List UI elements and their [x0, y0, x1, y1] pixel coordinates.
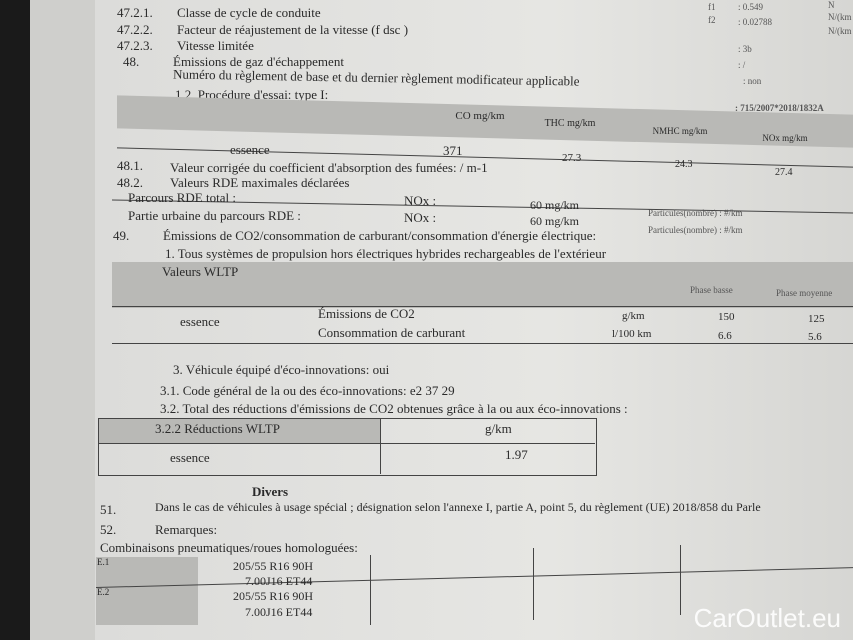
rule — [98, 443, 595, 444]
item-num: 48.1. — [117, 158, 143, 173]
item-label: Remarques: — [155, 522, 218, 537]
reduction-fuel: essence — [170, 450, 210, 465]
item-label: Émissions de gaz d'échappement — [173, 54, 344, 69]
header-nox: NOx mg/km — [762, 133, 808, 143]
header-thc: THC mg/km — [544, 118, 596, 129]
item-label: Dans le cas de véhicules à usage spécial… — [155, 500, 761, 514]
item-num: 51. — [100, 502, 117, 517]
rde-particles: Particules(nombre) : #/km — [648, 225, 743, 235]
wltp-row-label: Consommation de carburant — [318, 325, 466, 340]
rde-label: Parcours RDE total : — [128, 190, 236, 205]
item-num: 47.2.3. — [117, 38, 153, 53]
item-num: 47.2.1. — [117, 5, 153, 20]
regulation: : 715/2007*2018/1832A — [735, 103, 824, 113]
reduction-value: 1.97 — [505, 447, 528, 462]
reduction-unit: g/km — [485, 421, 512, 436]
value-non: : non — [743, 76, 762, 86]
wltp-row-label: Émissions de CO2 — [318, 306, 415, 321]
rule — [380, 418, 381, 474]
f1-label: f1 — [708, 2, 716, 12]
tyre-size: 205/55 R16 90H — [233, 589, 314, 603]
value-slash: : / — [738, 60, 746, 70]
wltp-mid: 5.6 — [808, 331, 822, 343]
item-label: Émissions de CO2/consommation de carbura… — [163, 228, 597, 243]
wltp-unit: g/km — [622, 310, 645, 322]
rim-size: 7.00J16 ET44 — [245, 574, 313, 588]
rule — [112, 343, 853, 344]
header-nmhc: NMHC mg/km — [652, 126, 708, 136]
tyre-size: 205/55 R16 90H — [233, 559, 314, 573]
wltp-low: 6.6 — [718, 330, 732, 342]
phase-mid: Phase moyenne — [776, 288, 833, 298]
item-sub: 1. Tous systèmes de propulsion hors élec… — [165, 246, 607, 261]
reduction-header: 3.2.2 Réductions WLTP — [155, 421, 280, 436]
item-num: 48.2. — [117, 175, 143, 190]
wltp-low: 150 — [718, 311, 735, 323]
rim-size: 7.00J16 ET44 — [245, 605, 313, 619]
unit-n: N — [828, 0, 835, 10]
value-3b: : 3b — [738, 44, 752, 54]
eco-total: 3.2. Total des réductions d'émissions de… — [160, 401, 628, 416]
dark-edge — [0, 0, 30, 640]
eco-code: 3.1. Code général de la ou des éco-innov… — [160, 383, 455, 398]
reduction-header-bg — [98, 418, 380, 443]
tyre-id: E.1 — [97, 557, 110, 567]
header-co: CO mg/km — [455, 110, 505, 122]
f2-label: f2 — [708, 15, 716, 25]
rule — [533, 548, 534, 620]
item-num: 49. — [113, 228, 130, 243]
item-label: Vitesse limitée — [177, 38, 254, 53]
tyre-id: E.2 — [97, 587, 110, 597]
item-label: Valeur corrigée du coefficient d'absorpt… — [170, 160, 488, 175]
f1-value: : 0.549 — [738, 2, 764, 12]
rde-value: 60 mg/km — [530, 214, 580, 228]
row-fuel: essence — [230, 142, 270, 157]
rde-label: Partie urbaine du parcours RDE : — [128, 208, 301, 223]
eco-innovations: 3. Véhicule équipé d'éco-innovations: ou… — [173, 362, 390, 377]
section-divers: Divers — [252, 484, 289, 499]
item-label: Facteur de réajustement de la vitesse (f… — [177, 22, 409, 37]
item-num: 52. — [100, 522, 117, 537]
unit-nkm: N/(km — [828, 12, 852, 22]
value-nmhc: 24.3 — [675, 159, 693, 170]
rde-nox: NOx : — [404, 193, 437, 208]
wltp-mid: 125 — [808, 313, 825, 325]
underlying-page — [30, 0, 100, 640]
rule — [112, 306, 853, 307]
item-label: Classe de cycle de conduite — [177, 5, 321, 20]
wltp-header: Valeurs WLTP — [162, 264, 239, 279]
rde-nox: NOx : — [404, 210, 437, 225]
value-co: 371 — [443, 143, 463, 158]
rde-value: 60 mg/km — [530, 198, 580, 212]
wltp-fuel: essence — [180, 314, 220, 329]
item-label: Valeurs RDE maximales déclarées — [170, 175, 350, 190]
value-nox: 27.4 — [775, 167, 793, 178]
item-num: 48. — [123, 54, 140, 69]
reduction-table — [98, 418, 597, 476]
wltp-unit: l/100 km — [612, 328, 652, 340]
value-thc: 27.3 — [562, 152, 582, 164]
item-num: 47.2.2. — [117, 22, 153, 37]
tyre-id-bg — [96, 557, 198, 625]
rde-particles: Particules(nombre) : #/km — [648, 208, 743, 218]
tyre-combinations: Combinaisons pneumatiques/roues homologu… — [100, 540, 358, 555]
wltp-header-bg — [112, 262, 853, 308]
rule — [370, 555, 371, 625]
unit-nkm: N/(km — [828, 26, 852, 36]
f2-value: : 0.02788 — [738, 17, 773, 27]
watermark-logo: CarOutlet.eu — [693, 603, 841, 633]
rule — [680, 545, 681, 615]
phase-low: Phase basse — [690, 285, 733, 295]
